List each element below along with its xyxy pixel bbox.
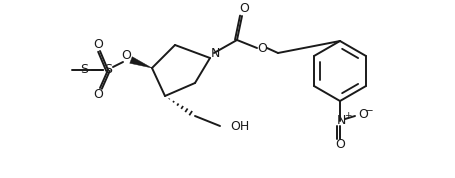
Text: O: O — [121, 49, 131, 62]
Text: N: N — [336, 114, 345, 127]
Text: S: S — [104, 64, 112, 77]
Text: N: N — [210, 48, 219, 61]
Text: OH: OH — [229, 119, 249, 132]
Text: O: O — [93, 38, 103, 51]
Text: O: O — [238, 2, 248, 15]
Text: O: O — [93, 88, 103, 101]
Text: O: O — [357, 109, 367, 122]
Polygon shape — [130, 57, 152, 68]
Text: −: − — [364, 106, 373, 116]
Text: +: + — [344, 111, 351, 121]
Text: O: O — [334, 138, 344, 151]
Text: S: S — [80, 64, 88, 77]
Text: O: O — [257, 41, 266, 54]
